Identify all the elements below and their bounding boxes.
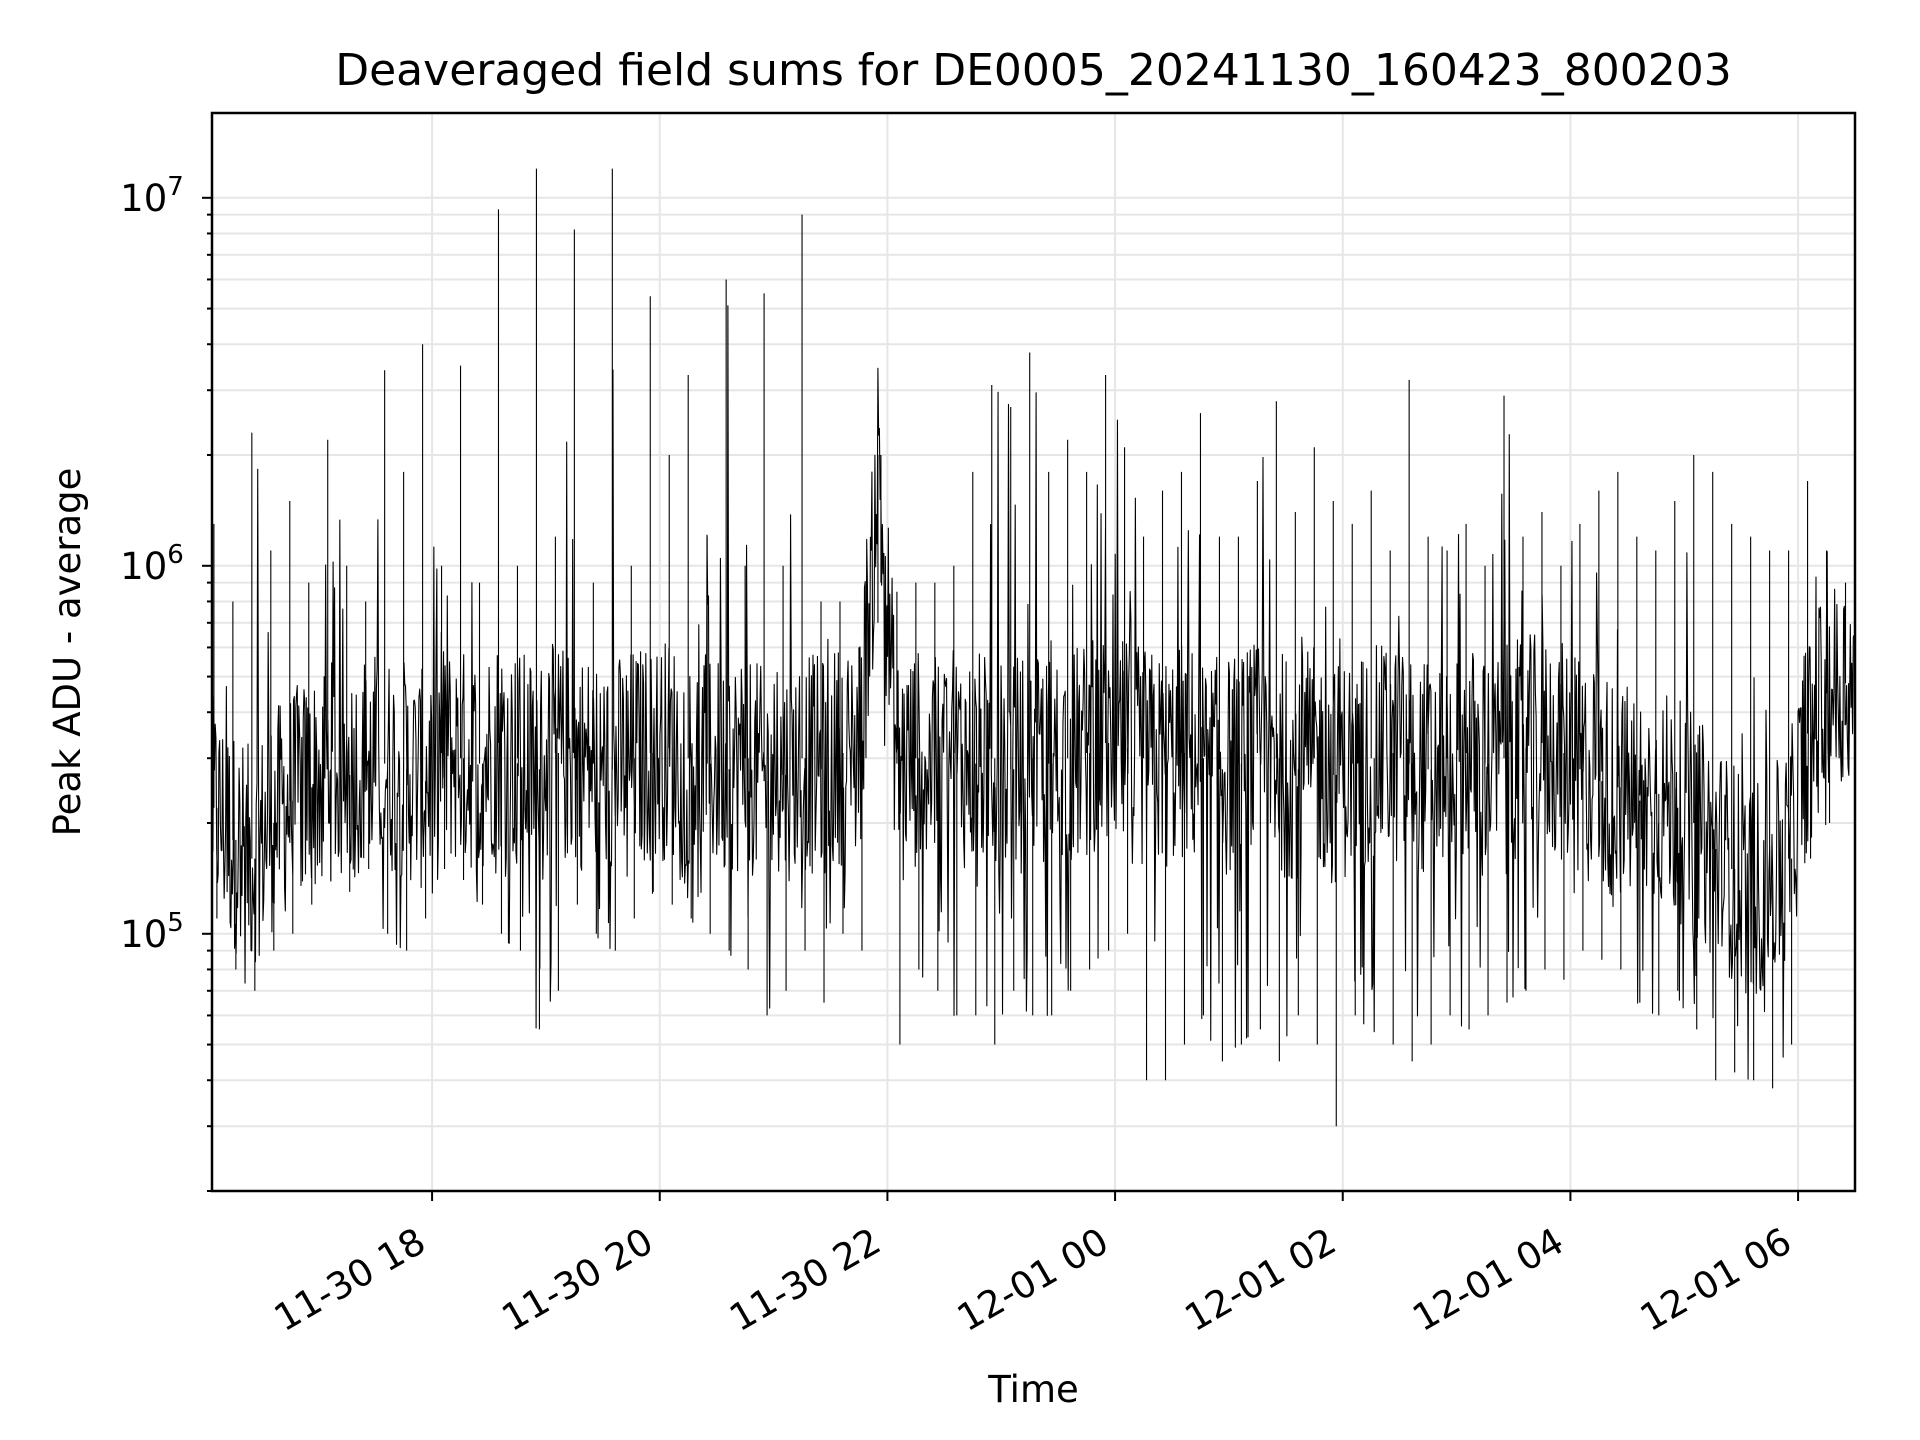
x-tick-label: 12-01 06 bbox=[1633, 1220, 1799, 1340]
y-axis-ticks: 105 106 107 bbox=[120, 172, 212, 1192]
chart-title: Deaveraged field sums for DE0005_2024113… bbox=[335, 45, 1732, 96]
x-axis-ticks: 11-30 18 11-30 20 11-30 22 12-01 00 12-01 02… bbox=[267, 1191, 1800, 1340]
x-tick-label: 12-01 00 bbox=[950, 1220, 1116, 1340]
y-tick-label: 107 bbox=[120, 172, 184, 220]
y-tick-label: 105 bbox=[120, 908, 184, 956]
x-tick-label: 12-01 02 bbox=[1178, 1220, 1344, 1340]
x-axis-label: Time bbox=[987, 1368, 1079, 1411]
y-axis-label: Peak ADU - average bbox=[46, 468, 89, 837]
y-tick-label: 106 bbox=[120, 540, 184, 588]
x-tick-label: 11-30 22 bbox=[722, 1220, 888, 1340]
grid-lines bbox=[212, 113, 1855, 1192]
x-tick-label: 12-01 04 bbox=[1405, 1220, 1571, 1340]
x-tick-label: 11-30 18 bbox=[267, 1220, 433, 1340]
x-tick-label: 11-30 20 bbox=[495, 1220, 661, 1340]
series-trace bbox=[212, 168, 1855, 1127]
series-line bbox=[212, 168, 1855, 1127]
plot-frame bbox=[210, 111, 1857, 1193]
